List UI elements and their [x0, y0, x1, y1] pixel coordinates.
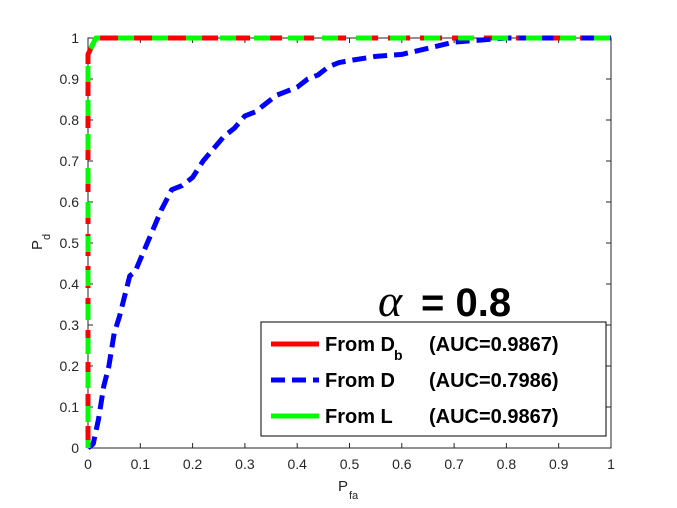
x-tick-label: 0: [84, 456, 92, 472]
x-tick-label: 0.5: [340, 456, 360, 472]
x-tick-label: 0.4: [287, 456, 307, 472]
y-axis-label-sub: d: [41, 234, 53, 240]
x-tick-label: 0.1: [131, 456, 151, 472]
x-axis-label: P fa: [338, 478, 359, 502]
y-tick-label: 0.7: [60, 153, 80, 169]
x-tick-label: 1: [607, 456, 615, 472]
legend-label-sub: b: [394, 347, 403, 363]
y-tick-label: 1: [71, 30, 79, 46]
y-tick-label: 0.2: [60, 358, 80, 374]
legend-auc: (AUC=0.9867): [429, 406, 559, 428]
legend-auc: (AUC=0.9867): [429, 334, 559, 356]
alpha-symbol: α: [378, 275, 403, 326]
y-tick-label: 0.4: [60, 276, 80, 292]
legend-item: From D (AUC=0.7986): [271, 370, 559, 392]
series-group: [85, 35, 611, 450]
x-tick-label: 0.7: [444, 456, 464, 472]
alpha-value: = 0.8: [421, 281, 511, 325]
y-tick-label: 0.6: [60, 194, 80, 210]
alpha-annotation: α = 0.8: [378, 275, 511, 326]
y-axis-label-main: P: [29, 240, 46, 250]
x-axis: 0 0.1 0.2 0.3 0.4 0.5 0.6 0.7 0.8 0.9 1: [84, 38, 615, 472]
y-axis: 0 0.1 0.2 0.3 0.4 0.5 0.6 0.7 0.8 0.9 1: [60, 30, 611, 456]
x-tick-label: 0.9: [549, 456, 569, 472]
legend-label: From D: [325, 370, 395, 392]
legend-label: From D: [325, 334, 395, 356]
y-tick-label: 0.5: [60, 235, 80, 251]
x-tick-label: 0.3: [235, 456, 255, 472]
y-tick-label: 0.3: [60, 317, 80, 333]
y-tick-label: 0.9: [60, 71, 80, 87]
series-line-2: [86, 35, 611, 450]
y-tick-label: 0.8: [60, 112, 80, 128]
legend-label: From L: [325, 406, 393, 428]
x-axis-label-main: P: [338, 478, 348, 495]
series-line-3: [85, 35, 611, 448]
y-axis-label: P d: [29, 234, 53, 250]
y-tick-label: 0.1: [60, 399, 80, 415]
x-tick-label: 0.6: [392, 456, 412, 472]
x-axis-label-sub: fa: [349, 490, 359, 502]
x-tick-label: 0.2: [183, 456, 203, 472]
y-tick-label: 0: [71, 440, 79, 456]
legend-item: From L (AUC=0.9867): [271, 406, 559, 428]
x-tick-label: 0.8: [497, 456, 517, 472]
legend-auc: (AUC=0.7986): [429, 370, 559, 392]
